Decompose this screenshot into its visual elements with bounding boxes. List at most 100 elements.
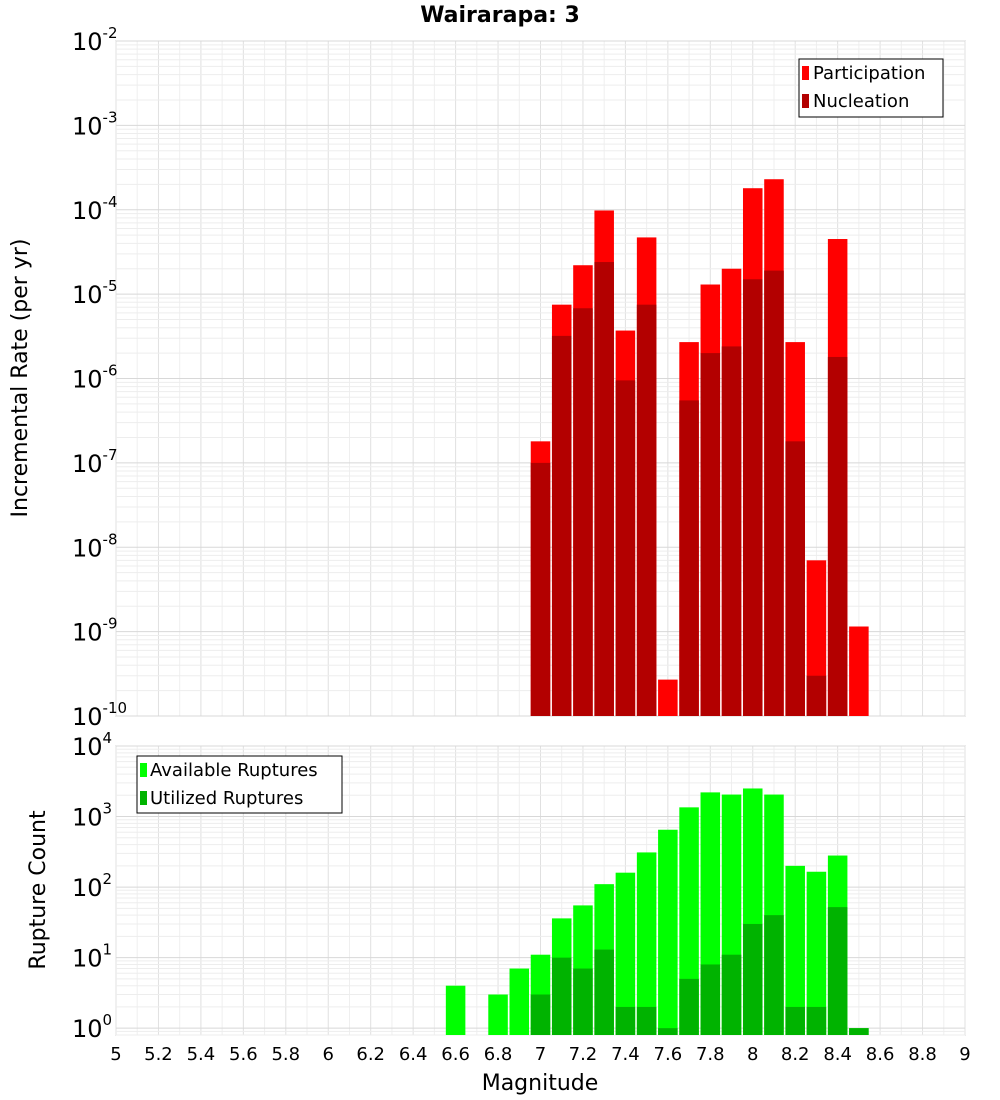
bottom-plot-panel: 104 103 102 101 100 Rupture Count Available … (26, 729, 971, 1096)
bottom-utilized-ruptures-bar (636, 1006, 657, 1035)
top-y-tick-label: 10-9 (72, 615, 118, 647)
legend-swatch-participation (802, 66, 809, 80)
top-nucleation-bar (551, 335, 572, 716)
bottom-utilized-ruptures-bar (849, 1028, 869, 1035)
bottom-utilized-ruptures-bar (573, 968, 593, 1035)
bottom-available-ruptures-bar (658, 829, 678, 1035)
top-nucleation-bar (530, 462, 551, 716)
x-tick-label: 7.6 (654, 1044, 683, 1065)
legend-label-nucleation: Nucleation (813, 91, 909, 112)
bottom-utilized-ruptures-bar (530, 994, 551, 1035)
top-nucleation-bar (594, 262, 614, 716)
bottom-legend-box (136, 755, 343, 814)
bottom-utilized-ruptures-bar (742, 923, 763, 1035)
x-tick-label: 8 (747, 1044, 758, 1065)
bottom-y-tick-label: 101 (72, 941, 112, 973)
bottom-y-tick-label: 103 (72, 800, 112, 832)
x-tick-label: 5.8 (271, 1044, 300, 1065)
legend-label-participation: Participation (813, 63, 925, 84)
bottom-available-ruptures-bar (636, 852, 657, 1035)
top-y-axis-label: Incremental Rate (per yr) (8, 239, 33, 518)
legend-swatch-available-ruptures (140, 763, 147, 777)
bottom-utilized-ruptures-bar (658, 1028, 678, 1035)
x-tick-label: 6.6 (441, 1044, 470, 1065)
top-participation-bar (849, 626, 869, 716)
chart-title: Wairarapa: 3 (420, 3, 580, 28)
bottom-bars (445, 788, 869, 1035)
bottom-y-tick-label: 104 (72, 729, 112, 761)
top-nucleation-bar (785, 441, 805, 716)
bottom-utilized-ruptures-bar (827, 907, 848, 1035)
top-nucleation-bar (764, 270, 784, 716)
bottom-y-tick-label: 102 (72, 870, 112, 902)
top-nucleation-bar (721, 346, 742, 716)
x-tick-labels: 5 5.2 5.4 5.6 5.8 6 6.2 6.4 6.6 6.8 7 7.2 7.4 7.6 7.8 8… (110, 1044, 970, 1065)
top-nucleation-bar (700, 353, 721, 716)
top-nucleation-bar (573, 308, 593, 716)
bottom-utilized-ruptures-bar (721, 954, 742, 1035)
x-tick-label: 5.6 (229, 1044, 258, 1065)
bottom-y-tick-labels: 104 103 102 101 100 (72, 729, 112, 1043)
top-y-tick-label: 10-8 (72, 530, 118, 562)
x-axis-label: Magnitude (482, 1071, 599, 1096)
top-legend-box (798, 58, 944, 118)
top-bars (530, 179, 869, 717)
top-nucleation-bar (679, 400, 699, 716)
x-tick-label: 5 (110, 1044, 121, 1065)
bottom-available-ruptures-bar (806, 871, 827, 1035)
x-tick-label: 8.6 (866, 1044, 895, 1065)
bottom-available-ruptures-bar (445, 985, 466, 1035)
x-tick-label: 5.4 (187, 1044, 216, 1065)
top-y-tick-label: 10-3 (72, 108, 118, 140)
bottom-available-ruptures-bar (615, 872, 636, 1035)
legend-swatch-utilized-ruptures (140, 791, 147, 805)
bottom-utilized-ruptures-bar (785, 1006, 805, 1035)
x-tick-label: 7 (535, 1044, 546, 1065)
legend-label-available-ruptures: Available Ruptures (150, 760, 318, 781)
x-tick-label: 6.2 (356, 1044, 385, 1065)
bottom-available-ruptures-bar (488, 994, 508, 1035)
bottom-y-axis-label: Rupture Count (26, 810, 51, 970)
x-tick-label: 7.8 (696, 1044, 725, 1065)
top-y-tick-label: 10-7 (72, 446, 118, 478)
bottom-available-ruptures-bar (785, 865, 805, 1035)
top-y-tick-label: 10-10 (72, 699, 127, 731)
top-y-tick-label: 10-2 (72, 24, 118, 56)
top-legend: Participation Nucleation (798, 58, 944, 118)
x-tick-label: 9 (959, 1044, 970, 1065)
bottom-utilized-ruptures-bar (700, 964, 721, 1035)
x-tick-label: 6.4 (399, 1044, 428, 1065)
top-y-tick-label: 10-6 (72, 362, 118, 394)
top-nucleation-bar (806, 675, 827, 716)
top-nucleation-bar (636, 304, 657, 716)
x-tick-label: 7.2 (569, 1044, 598, 1065)
top-nucleation-bar (615, 380, 636, 716)
x-tick-label: 8.8 (908, 1044, 937, 1065)
top-nucleation-bar (742, 279, 763, 716)
legend-label-utilized-ruptures: Utilized Ruptures (150, 788, 303, 809)
bottom-available-ruptures-bar (679, 807, 699, 1035)
bottom-utilized-ruptures-bar (806, 1006, 827, 1035)
top-y-tick-label: 10-5 (72, 277, 118, 309)
x-tick-label: 8.4 (823, 1044, 852, 1065)
top-y-tick-labels: 10-2 10-3 10-4 10-5 10-6 10-7 10-8 10-9 10-10 (72, 24, 127, 731)
bottom-utilized-ruptures-bar (551, 957, 572, 1035)
bottom-utilized-ruptures-bar (594, 949, 614, 1035)
legend-swatch-nucleation (802, 94, 809, 108)
top-participation-bar (658, 679, 678, 716)
bottom-y-tick-label: 100 (72, 1011, 112, 1043)
bottom-utilized-ruptures-bar (764, 915, 784, 1035)
x-tick-label: 7.4 (611, 1044, 640, 1065)
x-tick-label: 6.8 (484, 1044, 513, 1065)
x-tick-label: 5.2 (144, 1044, 173, 1065)
x-tick-label: 8.2 (781, 1044, 810, 1065)
top-plot-panel: 10-2 10-3 10-4 10-5 10-6 10-7 10-8 10-9 10-10 In… (8, 24, 966, 731)
bottom-available-ruptures-bar (509, 968, 530, 1035)
top-y-tick-label: 10-4 (72, 193, 118, 225)
bottom-utilized-ruptures-bar (679, 978, 699, 1035)
bottom-legend: Available Ruptures Utilized Ruptures (136, 755, 343, 814)
bottom-utilized-ruptures-bar (615, 1006, 636, 1035)
x-tick-label: 6 (323, 1044, 334, 1065)
top-nucleation-bar (827, 356, 848, 716)
